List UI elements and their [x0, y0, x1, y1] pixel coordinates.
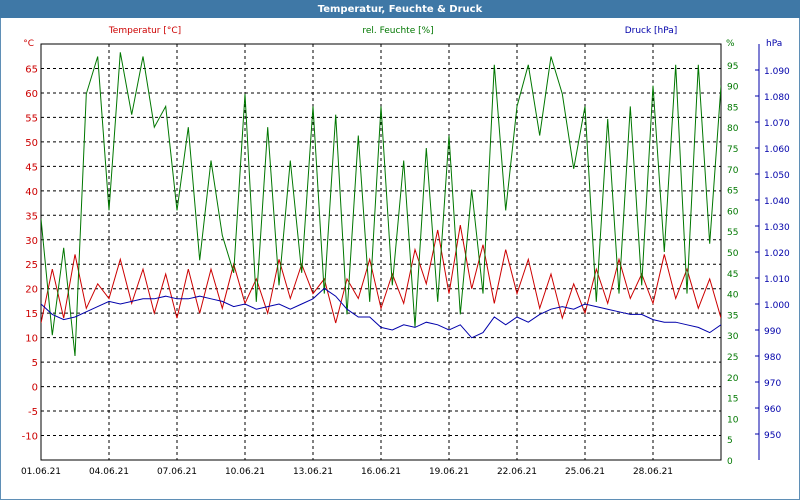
humidity-tick-label: 5 [727, 436, 733, 446]
pressure-tick-label: 980 [764, 353, 781, 363]
chart-area: -10 -5 0 5 10 15 20 25 30 35 40 45 50 55 60 65 01.06.21 0… [0, 18, 800, 500]
temperature-axis-title: Temperatur [°C] [108, 26, 181, 36]
pressure-tick-label: 990 [764, 327, 781, 337]
humidity-tick-label: 35 [727, 311, 738, 321]
x-tick-label: 16.06.21 [361, 467, 401, 477]
temperature-tick-label: 35 [25, 211, 38, 222]
temperature-tick-label: 55 [25, 113, 38, 124]
temperature-tick-label: 60 [25, 89, 38, 100]
pressure-tick-label: 1.050 [764, 171, 790, 181]
x-tick-label: 19.06.21 [429, 467, 469, 477]
pressure-tick-label: 1.060 [764, 145, 790, 155]
x-tick-label: 13.06.21 [293, 467, 333, 477]
pressure-tick-label: 970 [764, 379, 781, 389]
temperature-tick-label: 15 [25, 309, 38, 320]
temperature-tick-label: 65 [25, 64, 38, 75]
pressure-tick-label: 1.040 [764, 197, 790, 207]
temperature-tick-label: 45 [25, 162, 38, 173]
humidity-tick-label: 50 [727, 249, 739, 259]
temperature-tick-label: -5 [28, 407, 38, 418]
humidity-tick-label: 85 [727, 103, 738, 113]
x-tick-label: 10.06.21 [225, 467, 265, 477]
humidity-tick-label: 10 [727, 415, 739, 425]
series-line-pressure [41, 287, 721, 339]
humidity-axis-title: rel. Feuchte [%] [362, 26, 433, 36]
temperature-tick-label: 20 [25, 285, 38, 296]
humidity-tick-label: 60 [727, 207, 739, 217]
pressure-axis-title: Druck [hPa] [625, 26, 678, 36]
temperature-unit-label: °C [23, 39, 34, 49]
temperature-tick-label: 0 [32, 383, 38, 394]
humidity-tick-label: 45 [727, 270, 738, 280]
humidity-tick-label: 80 [727, 124, 739, 134]
humidity-tick-label: 65 [727, 187, 738, 197]
humidity-tick-label: 20 [727, 374, 739, 384]
humidity-tick-label: 25 [727, 353, 738, 363]
humidity-tick-label: 55 [727, 228, 738, 238]
x-tick-label: 22.06.21 [497, 467, 537, 477]
humidity-tick-label: 90 [727, 83, 739, 93]
temperature-tick-label: 5 [32, 358, 38, 369]
temperature-tick-label: -10 [22, 432, 38, 443]
humidity-tick-label: 40 [727, 291, 739, 301]
temperature-tick-label: 50 [25, 138, 38, 149]
pressure-tick-label: 1.020 [764, 249, 790, 259]
temperature-tick-label: 25 [25, 260, 38, 271]
temperature-tick-label: 40 [25, 187, 38, 198]
x-tick-label: 25.06.21 [565, 467, 605, 477]
pressure-tick-label: 1.070 [764, 119, 790, 129]
humidity-tick-label: 30 [727, 332, 739, 342]
humidity-tick-label: 70 [727, 166, 739, 176]
series-line-humidity [41, 52, 721, 357]
temperature-tick-label: 30 [25, 236, 38, 247]
pressure-tick-label: 950 [764, 431, 781, 441]
temperature-tick-label: 10 [25, 334, 38, 345]
pressure-tick-label: 1.090 [764, 67, 790, 77]
humidity-tick-label: 15 [727, 395, 738, 405]
pressure-tick-label: 1.080 [764, 93, 790, 103]
pressure-tick-label: 1.010 [764, 275, 790, 285]
humidity-unit-label: % [726, 39, 735, 49]
pressure-tick-label: 960 [764, 405, 781, 415]
x-tick-label: 04.06.21 [89, 467, 129, 477]
humidity-tick-label: 95 [727, 62, 738, 72]
x-tick-label: 01.06.21 [21, 467, 61, 477]
pressure-tick-label: 1.000 [764, 301, 790, 311]
humidity-tick-label: 75 [727, 145, 738, 155]
series-line-temperature [41, 225, 721, 324]
pressure-tick-label: 1.030 [764, 223, 790, 233]
humidity-tick-label: 0 [727, 457, 733, 467]
window-title: Temperatur, Feuchte & Druck [0, 0, 800, 18]
x-tick-label: 07.06.21 [157, 467, 197, 477]
x-tick-label: 28.06.21 [633, 467, 673, 477]
pressure-unit-label: hPa [766, 39, 782, 49]
